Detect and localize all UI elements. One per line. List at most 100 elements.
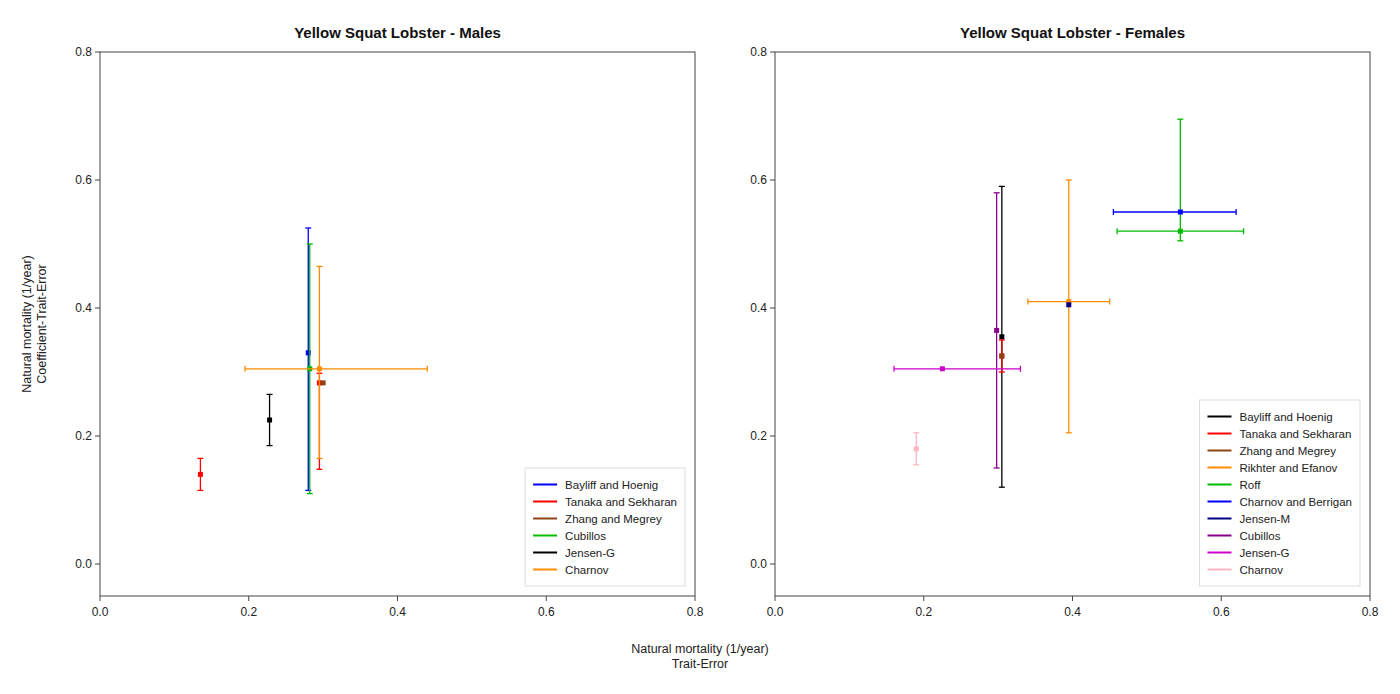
series [1028, 180, 1110, 433]
series [994, 193, 1000, 468]
error-cap [999, 186, 1005, 187]
text-line: Natural mortality (1/year) [20, 255, 34, 393]
legend-handle [533, 569, 557, 571]
y-tick [770, 436, 775, 437]
point [999, 354, 1004, 359]
error-cap [1243, 228, 1244, 234]
point [267, 418, 272, 423]
y-tick [770, 308, 775, 309]
error-cap [316, 266, 322, 267]
series [1113, 209, 1236, 215]
point [914, 446, 919, 451]
legend-handle [533, 501, 557, 503]
error-stem [245, 368, 427, 369]
y-error-bar [913, 433, 919, 465]
series [999, 340, 1005, 372]
legend-box [525, 468, 685, 586]
x-axis-label: Natural mortality (1/year)Trait-Error [631, 642, 769, 671]
error-cap [893, 366, 894, 372]
error-cap [1109, 299, 1110, 305]
legend-handle [1207, 484, 1231, 486]
series [999, 354, 1004, 359]
error-stem [308, 228, 309, 490]
legend-label: Charnov [1239, 564, 1283, 576]
y-tick [95, 436, 100, 437]
point [999, 354, 1004, 359]
point [999, 334, 1004, 339]
legend: Bayliff and HoenigTanaka and SekharanZha… [525, 468, 685, 586]
y-tick [95, 180, 100, 181]
point [198, 472, 203, 477]
x-tick-label: 0.4 [1064, 605, 1081, 619]
x-tick [1072, 596, 1073, 601]
y-error-bar [994, 193, 1000, 468]
y-tick [95, 52, 100, 53]
y-error-bar [1066, 180, 1072, 433]
legend-handle [1207, 535, 1231, 537]
legend-handle [1207, 518, 1231, 520]
y-tick [770, 180, 775, 181]
x-tick [546, 596, 547, 601]
y-tick-label: 0.2 [75, 429, 92, 443]
legend-box [1199, 400, 1360, 586]
legend-label: Tanaka and Sekharan [565, 496, 677, 508]
y-error-bar [999, 186, 1005, 487]
error-cap [307, 243, 313, 244]
chart-canvas: 0.00.20.40.60.80.00.20.40.60.8Yellow Squ… [0, 0, 1400, 694]
legend-label: Roff [1239, 479, 1261, 491]
y-tick [95, 564, 100, 565]
error-cap [1066, 179, 1072, 180]
y-tick-label: 0.0 [75, 557, 92, 571]
point [321, 380, 326, 385]
error-stem [319, 266, 320, 458]
legend: Bayliff and HoenigTanaka and SekharanZha… [1199, 400, 1360, 586]
legend-label: Bayliff and Hoenig [1239, 411, 1332, 423]
point [940, 366, 945, 371]
error-cap [1027, 299, 1028, 305]
x-tick-label: 0.6 [538, 605, 555, 619]
text-line: Trait-Error [672, 657, 728, 671]
x-tick-label: 0.2 [240, 605, 257, 619]
panel: 0.00.20.40.60.80.00.20.40.60.8Yellow Squ… [20, 24, 769, 671]
point [317, 366, 322, 371]
x-tick [1370, 596, 1371, 601]
x-tick [248, 596, 249, 601]
text-line: Coefficient-Trait-Error [35, 264, 49, 383]
error-cap [999, 487, 1005, 488]
error-cap [1020, 366, 1021, 372]
error-cap [1177, 240, 1183, 241]
marks [894, 119, 1244, 487]
plot-frame [100, 52, 695, 596]
y-error-bar [267, 394, 273, 445]
x-tick [695, 596, 696, 601]
point [1178, 210, 1183, 215]
series [894, 366, 1020, 372]
error-cap [197, 490, 203, 491]
y-error-bar [999, 340, 1005, 372]
chart-title: Yellow Squat Lobster - Females [960, 24, 1185, 41]
x-tick [923, 596, 924, 601]
y-tick-label: 0.4 [75, 301, 92, 315]
series [1066, 302, 1071, 307]
error-cap [267, 394, 273, 395]
error-cap [267, 445, 273, 446]
series [913, 433, 919, 465]
error-cap [305, 227, 311, 228]
x-error-bar [1113, 209, 1236, 215]
y-tick-label: 0.6 [75, 173, 92, 187]
error-cap [913, 432, 919, 433]
series [197, 373, 322, 490]
error-cap [1116, 228, 1117, 234]
error-stem [1180, 119, 1181, 241]
legend-label: Cubillos [565, 530, 606, 542]
error-cap [1113, 209, 1114, 215]
legend-handle [1207, 433, 1231, 435]
y-tick [770, 52, 775, 53]
series [267, 394, 273, 445]
legend-handle [1207, 450, 1231, 452]
error-cap [999, 371, 1005, 372]
legend-label: Bayliff and Hoenig [565, 479, 658, 491]
error-cap [307, 493, 313, 494]
panel: 0.00.20.40.60.80.00.20.40.60.8Yellow Squ… [750, 24, 1378, 619]
legend-handle [1207, 569, 1231, 571]
